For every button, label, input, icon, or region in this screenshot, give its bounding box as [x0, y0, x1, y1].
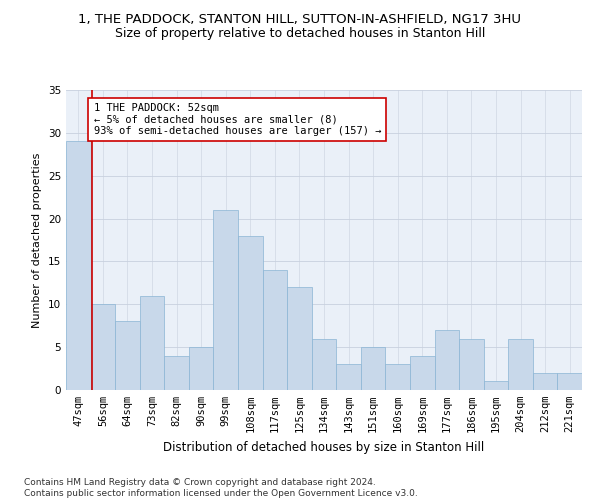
- Bar: [434, 330, 459, 390]
- Bar: [66, 142, 91, 390]
- Bar: [164, 356, 189, 390]
- Bar: [336, 364, 361, 390]
- Y-axis label: Number of detached properties: Number of detached properties: [32, 152, 43, 328]
- X-axis label: Distribution of detached houses by size in Stanton Hill: Distribution of detached houses by size …: [163, 440, 485, 454]
- Bar: [312, 338, 336, 390]
- Bar: [263, 270, 287, 390]
- Bar: [361, 347, 385, 390]
- Bar: [238, 236, 263, 390]
- Bar: [459, 338, 484, 390]
- Bar: [115, 322, 140, 390]
- Bar: [508, 338, 533, 390]
- Text: Contains HM Land Registry data © Crown copyright and database right 2024.
Contai: Contains HM Land Registry data © Crown c…: [24, 478, 418, 498]
- Bar: [214, 210, 238, 390]
- Bar: [410, 356, 434, 390]
- Bar: [484, 382, 508, 390]
- Bar: [91, 304, 115, 390]
- Bar: [287, 287, 312, 390]
- Text: 1, THE PADDOCK, STANTON HILL, SUTTON-IN-ASHFIELD, NG17 3HU: 1, THE PADDOCK, STANTON HILL, SUTTON-IN-…: [79, 12, 521, 26]
- Bar: [189, 347, 214, 390]
- Text: Size of property relative to detached houses in Stanton Hill: Size of property relative to detached ho…: [115, 28, 485, 40]
- Text: 1 THE PADDOCK: 52sqm
← 5% of detached houses are smaller (8)
93% of semi-detache: 1 THE PADDOCK: 52sqm ← 5% of detached ho…: [94, 103, 381, 136]
- Bar: [557, 373, 582, 390]
- Bar: [533, 373, 557, 390]
- Bar: [385, 364, 410, 390]
- Bar: [140, 296, 164, 390]
